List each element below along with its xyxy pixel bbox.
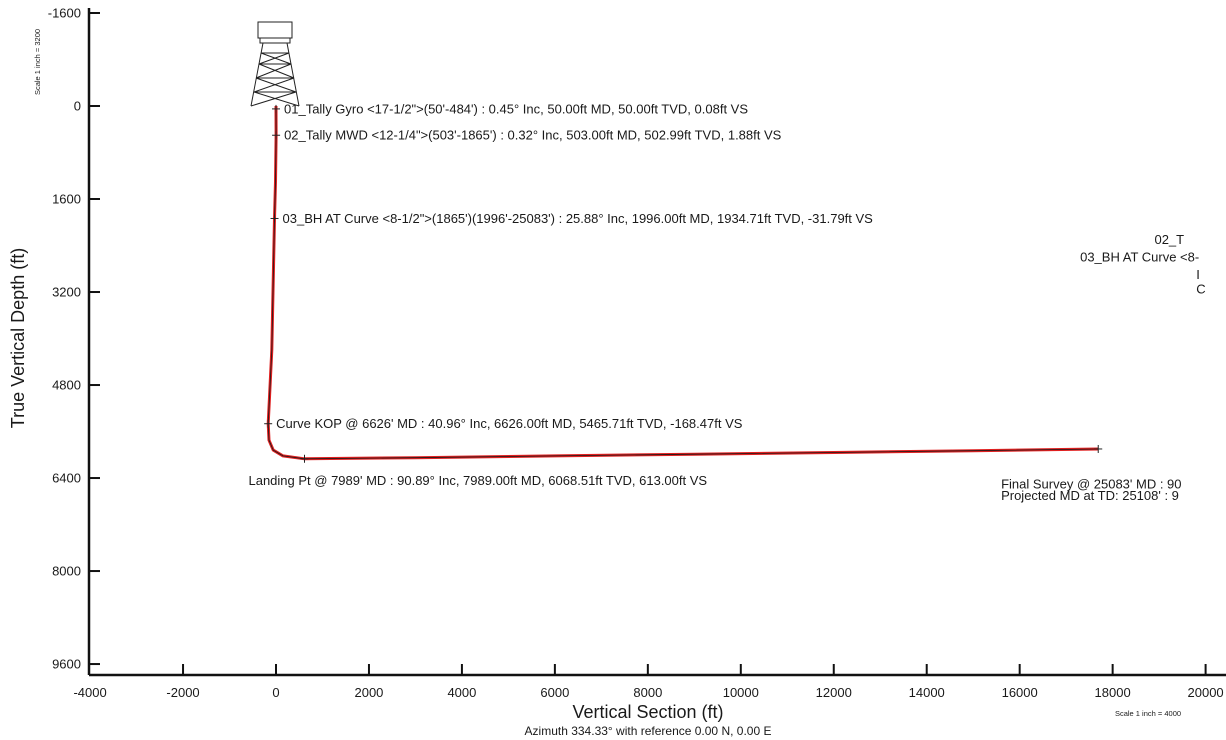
y-tick-label: 1600 — [52, 192, 81, 207]
annotation-label: 03_BH AT Curve <8-1/2">(1865')(1996'-250… — [283, 211, 874, 226]
drilling-rig-icon — [250, 21, 300, 107]
clipped-label: 03_BH AT Curve <8- — [1080, 250, 1199, 265]
survey-markers — [264, 104, 1103, 463]
clipped-label: Projected MD at TD: 25108' : 9 — [1001, 488, 1179, 503]
survey-marker — [300, 454, 309, 463]
survey-marker — [272, 104, 281, 113]
clipped-label: Final Survey @ 25083' MD : 90 — [1001, 476, 1181, 491]
x-tick-label: 2000 — [354, 685, 383, 700]
y-tick-label: 6400 — [52, 471, 81, 486]
annotations: 01_Tally Gyro <17-1/2">(50'-484') : 0.45… — [248, 101, 873, 487]
clipped-annotations: 02_T 03_BH AT Curve <8- IC Final Survey @ 2… — [1001, 232, 1206, 503]
x-tick-label: 18000 — [1095, 685, 1131, 700]
annotation-label: 01_Tally Gyro <17-1/2">(50'-484') : 0.45… — [284, 101, 748, 116]
survey-marker — [264, 419, 273, 428]
x-axis-subtitle: Azimuth 334.33° with reference 0.00 N, 0… — [525, 724, 772, 738]
x-tick-label: -2000 — [166, 685, 199, 700]
x-tick-label: 16000 — [1002, 685, 1038, 700]
y-tick-label: 9600 — [52, 657, 81, 672]
x-tick-label: 12000 — [816, 685, 852, 700]
x-axis-title: Vertical Section (ft) — [572, 702, 723, 722]
x-scale-note: Scale 1 inch = 4000 — [1115, 709, 1181, 718]
x-tick-label: 10000 — [723, 685, 759, 700]
survey-marker — [1094, 444, 1103, 453]
y-tick-label: 8000 — [52, 564, 81, 579]
annotation-label: 02_Tally MWD <12-1/4">(503'-1865') : 0.3… — [284, 128, 782, 143]
clipped-label: C — [1196, 282, 1205, 297]
y-axis-title: True Vertical Depth (ft) — [8, 248, 28, 428]
clipped-label: I — [1196, 267, 1200, 282]
y-ticks: -1600 0 1600 3200 4800 6400 8000 9600 — [48, 5, 100, 672]
x-ticks: -4000 -2000 0 2000 4000 6000 8000 10000 12000 140… — [73, 664, 1224, 700]
y-tick-label: 0 — [74, 99, 81, 114]
annotation-label: Curve KOP @ 6626' MD : 40.96° Inc, 6626.… — [276, 416, 743, 431]
x-tick-label: 14000 — [909, 685, 945, 700]
survey-marker — [272, 131, 281, 140]
x-tick-label: 4000 — [447, 685, 476, 700]
well-path-core — [267, 106, 1099, 460]
annotation-label: Landing Pt @ 7989' MD : 90.89° Inc, 7989… — [248, 473, 707, 488]
y-tick-label: -1600 — [48, 5, 81, 20]
y-tick-label: 4800 — [52, 378, 81, 393]
y-tick-label: 3200 — [52, 285, 81, 300]
x-tick-label: 0 — [272, 685, 279, 700]
clipped-label: 02_T — [1154, 232, 1184, 247]
survey-marker — [270, 214, 279, 223]
y-scale-note: Scale 1 inch = 3200 — [33, 29, 42, 95]
x-tick-label: 20000 — [1188, 685, 1224, 700]
x-tick-label: -4000 — [73, 685, 106, 700]
x-tick-label: 6000 — [540, 685, 569, 700]
x-tick-label: 8000 — [633, 685, 662, 700]
